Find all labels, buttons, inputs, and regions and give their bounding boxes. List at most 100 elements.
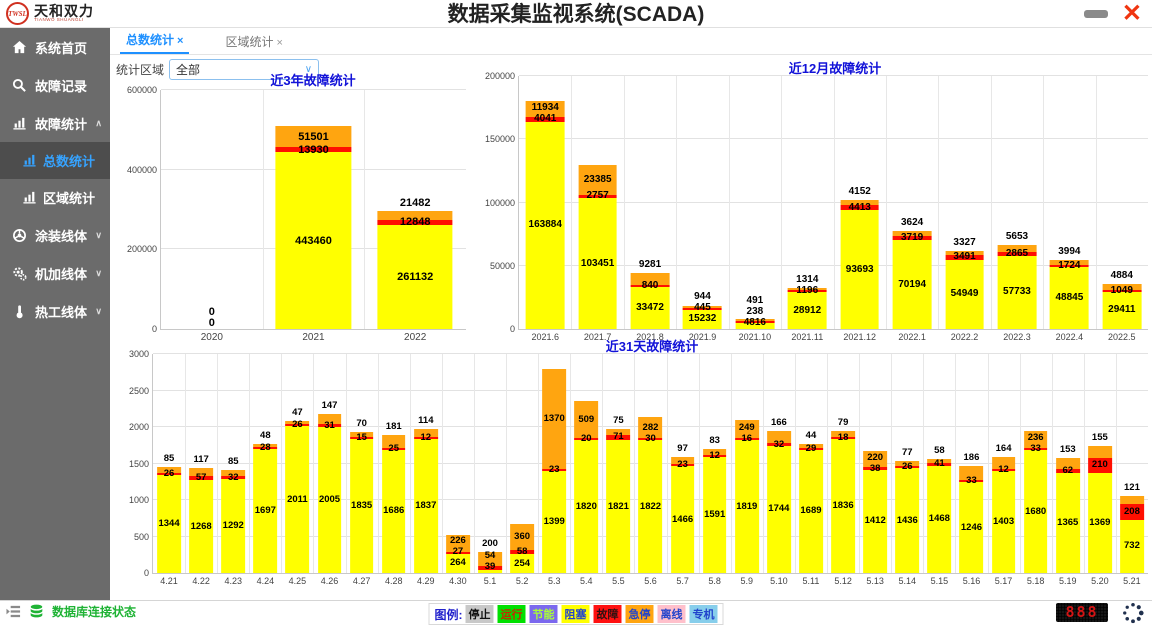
led-counter-display: 888 <box>1056 603 1108 622</box>
x-axis-label: 4.23 <box>217 576 249 586</box>
bar-value-label: 15 <box>356 433 367 443</box>
x-axis-label: 5.10 <box>763 576 795 586</box>
y-axis-tick: 150000 <box>485 134 515 144</box>
close-button[interactable]: ✕ <box>1122 2 1142 26</box>
bar-value-label: 3719 <box>901 233 923 243</box>
bar-value-label: 208 <box>1124 507 1140 517</box>
sidebar-subitem-总数统计[interactable]: 总数统计 <box>0 142 110 179</box>
legend-chip-故障: 故障 <box>594 605 622 623</box>
bar-value-label: 31 <box>324 421 335 431</box>
bar-value-label: 4152 <box>849 187 871 197</box>
bar-value-label: 1399 <box>544 517 565 527</box>
bar-value-label: 121 <box>1124 483 1140 493</box>
bar-value-label: 1268 <box>191 522 212 532</box>
sidebar-item-0[interactable]: 系统首页 <box>0 28 110 66</box>
bar-value-label: 27 <box>453 547 464 557</box>
chart-title: 近3年故障统计 <box>152 70 474 89</box>
bar-value-label: 26 <box>164 469 175 479</box>
bar-value-label: 491 <box>747 296 764 306</box>
bar-value-label: 77 <box>902 448 913 458</box>
sidebar-item-3[interactable]: 涂装线体∨ <box>0 216 110 254</box>
bar-value-label: 360 <box>514 532 530 542</box>
bar-value-label: 103451 <box>581 259 614 269</box>
bar-value-label: 58 <box>517 547 528 557</box>
bar-value-label: 11934 <box>532 103 559 113</box>
x-axis-label: 5.6 <box>634 576 666 586</box>
chevron-icon: ∨ <box>95 268 102 279</box>
bar-value-label: 16 <box>741 434 752 444</box>
bar-value-label: 114 <box>418 416 433 426</box>
sidebar-subitem-区域统计[interactable]: 区域统计 <box>0 179 110 216</box>
sidebar-item-2[interactable]: 故障统计∧ <box>0 104 110 142</box>
x-axis-label: 5.15 <box>923 576 955 586</box>
tab-close-icon[interactable]: × <box>276 37 282 49</box>
bar-value-label: 220 <box>867 453 883 463</box>
bar-value-label: 33 <box>966 476 977 486</box>
page-title: 数据采集监视系统(SCADA) <box>0 0 1152 28</box>
bar-value-label: 75 <box>613 416 624 426</box>
bar-value-label: 29 <box>806 444 817 454</box>
bar-value-label: 261132 <box>397 272 433 282</box>
sidebar-item-label: 涂装线体 <box>35 226 87 245</box>
tab-总数统计[interactable]: 总数统计× <box>120 27 189 54</box>
bar-value-label: 1365 <box>1057 518 1078 528</box>
wheel-icon <box>12 228 27 243</box>
search-icon <box>12 78 27 93</box>
x-axis-label: 5.5 <box>602 576 634 586</box>
minimize-button[interactable] <box>1084 10 1108 18</box>
bar-value-label: 1686 <box>383 506 404 516</box>
bar-value-label: 1591 <box>704 510 725 520</box>
bar-value-label: 2011 <box>287 495 308 505</box>
sidebar-subitem-label: 总数统计 <box>43 151 95 170</box>
y-axis-tick: 3000 <box>129 349 149 359</box>
x-axis-label: 4.28 <box>378 576 410 586</box>
bar-value-label: 3491 <box>953 252 975 262</box>
bar-value-label: 21482 <box>400 198 431 208</box>
sidebar-item-label: 系统首页 <box>35 38 87 57</box>
bar-value-label: 58 <box>934 446 945 456</box>
bar-value-label: 2757 <box>586 191 608 201</box>
y-axis-tick: 1000 <box>129 495 149 505</box>
sidebar-item-4[interactable]: 机加线体∨ <box>0 254 110 292</box>
gears-icon <box>12 266 27 281</box>
tab-区域统计[interactable]: 区域统计× <box>219 29 288 54</box>
y-axis-tick: 0 <box>144 568 149 578</box>
bar-value-label: 4816 <box>744 318 766 328</box>
bar-value-label: 1744 <box>768 504 789 514</box>
sidebar-item-5[interactable]: 热工线体∨ <box>0 292 110 330</box>
bar-value-label: 85 <box>228 457 239 467</box>
bar-value-label: 1836 <box>833 501 854 511</box>
bar-value-label: 1412 <box>865 516 886 526</box>
bar-value-label: 1314 <box>796 275 818 285</box>
bar-value-label: 1403 <box>993 517 1014 527</box>
y-axis-tick: 2500 <box>129 386 149 396</box>
tab-close-icon[interactable]: × <box>177 35 183 47</box>
sidebar-item-1[interactable]: 故障记录 <box>0 66 110 104</box>
bar-value-label: 1370 <box>544 414 565 424</box>
bar-value-label: 1724 <box>1058 261 1080 271</box>
bar-value-label: 155 <box>1092 433 1108 443</box>
bar-value-label: 54949 <box>951 289 979 299</box>
bar-segment-急停 <box>1120 496 1144 505</box>
bar-value-label: 732 <box>1124 541 1140 551</box>
x-axis-label: 5.12 <box>827 576 859 586</box>
collapse-sidebar-icon[interactable] <box>6 604 21 619</box>
bar-value-label: 249 <box>739 423 755 433</box>
y-axis-tick: 600000 <box>127 85 157 95</box>
